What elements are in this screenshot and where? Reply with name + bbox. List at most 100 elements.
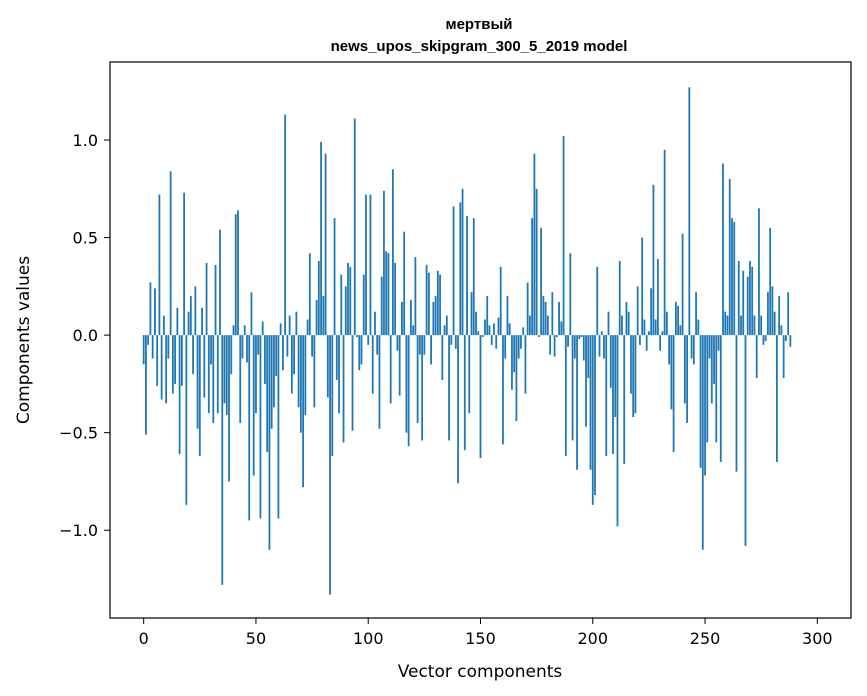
bar-236: [672, 335, 675, 453]
bar-77: [315, 300, 318, 336]
bar-31: [212, 335, 215, 423]
x-tick-label: 300: [802, 629, 833, 648]
bar-228: [654, 319, 657, 336]
bar-281: [773, 311, 776, 336]
bar-124: [421, 335, 424, 441]
bar-90: [344, 286, 347, 336]
bar-119: [409, 300, 412, 336]
bar-152: [484, 319, 486, 336]
bar-190: [569, 253, 572, 336]
bar-130: [434, 296, 437, 336]
bar-230: [659, 335, 662, 351]
bar-76: [313, 335, 316, 408]
bar-56: [268, 335, 271, 550]
chart-subtitle: news_upos_skipgram_300_5_2019 model: [331, 38, 628, 55]
bar-70: [299, 335, 302, 433]
bar-5: [154, 288, 156, 336]
bar-164: [511, 335, 513, 390]
bar-132: [439, 274, 441, 336]
bar-274: [758, 208, 760, 336]
bar-195: [580, 335, 583, 338]
bar-115: [401, 301, 403, 336]
bar-262: [731, 218, 733, 336]
bar-30: [210, 335, 212, 365]
bar-121: [414, 257, 417, 336]
bar-138: [452, 206, 455, 336]
bar-263: [733, 221, 736, 336]
bar-145: [468, 335, 471, 414]
bar-194: [578, 335, 581, 340]
bar-201: [594, 335, 596, 496]
bar-238: [677, 305, 679, 336]
bars-group: [142, 87, 792, 595]
bar-41: [234, 214, 237, 336]
bar-89: [342, 335, 345, 443]
bar-44: [241, 335, 244, 359]
bar-171: [526, 282, 529, 336]
bar-49: [252, 335, 255, 476]
bar-272: [753, 315, 756, 336]
bar-193: [576, 335, 578, 470]
bar-266: [740, 315, 742, 336]
bar-88: [340, 274, 343, 336]
bar-9: [162, 315, 165, 336]
bar-231: [661, 331, 664, 336]
bar-110: [389, 335, 392, 404]
bar-101: [369, 194, 372, 336]
bar-185: [558, 301, 560, 336]
bar-26: [201, 307, 203, 336]
bar-92: [349, 266, 352, 336]
bar-63: [284, 114, 287, 336]
bar-99: [365, 194, 367, 336]
bar-74: [308, 253, 311, 336]
bar-189: [567, 335, 569, 347]
bar-60: [277, 335, 280, 519]
bar-270: [749, 260, 751, 336]
bar-133: [441, 335, 444, 380]
bar-113: [396, 335, 399, 351]
bar-62: [282, 335, 284, 371]
bar-114: [398, 335, 401, 396]
bar-167: [517, 335, 520, 359]
bar-198: [587, 335, 590, 379]
bar-229: [656, 259, 659, 336]
bar-24: [196, 335, 199, 429]
x-tick-label: 100: [353, 629, 384, 648]
bar-242: [686, 335, 688, 423]
bar-135: [445, 315, 448, 336]
bar-260: [726, 315, 729, 336]
bar-197: [585, 335, 587, 427]
bar-52: [259, 335, 262, 519]
bar-183: [553, 335, 556, 357]
bar-131: [436, 270, 439, 336]
bar-97: [360, 335, 363, 365]
bar-128: [430, 335, 432, 365]
bar-127: [427, 272, 430, 336]
bar-66: [290, 335, 293, 394]
y-tick-label: 0.0: [73, 326, 98, 345]
bar-68: [295, 311, 298, 336]
bar-111: [392, 169, 394, 336]
bar-219: [634, 335, 637, 414]
bar-179: [544, 301, 547, 336]
bar-268: [744, 335, 747, 546]
bar-226: [650, 288, 653, 336]
bar-278: [767, 292, 769, 336]
bar-125: [423, 335, 426, 355]
bar-251: [706, 335, 709, 443]
chart-title: мертвый: [445, 16, 512, 33]
bar-221: [639, 335, 641, 345]
bar-54: [264, 335, 266, 384]
bar-169: [522, 327, 525, 336]
bar-232: [663, 149, 666, 336]
bar-105: [378, 335, 381, 429]
bar-140: [457, 335, 459, 484]
x-axis-ticks: 0 50 100 150 200 250 300: [139, 618, 833, 648]
bar-163: [508, 323, 511, 336]
bar-259: [724, 311, 727, 336]
bar-29: [207, 335, 210, 414]
bar-69: [297, 335, 300, 408]
bar-67: [293, 335, 296, 375]
bar-237: [674, 301, 677, 336]
